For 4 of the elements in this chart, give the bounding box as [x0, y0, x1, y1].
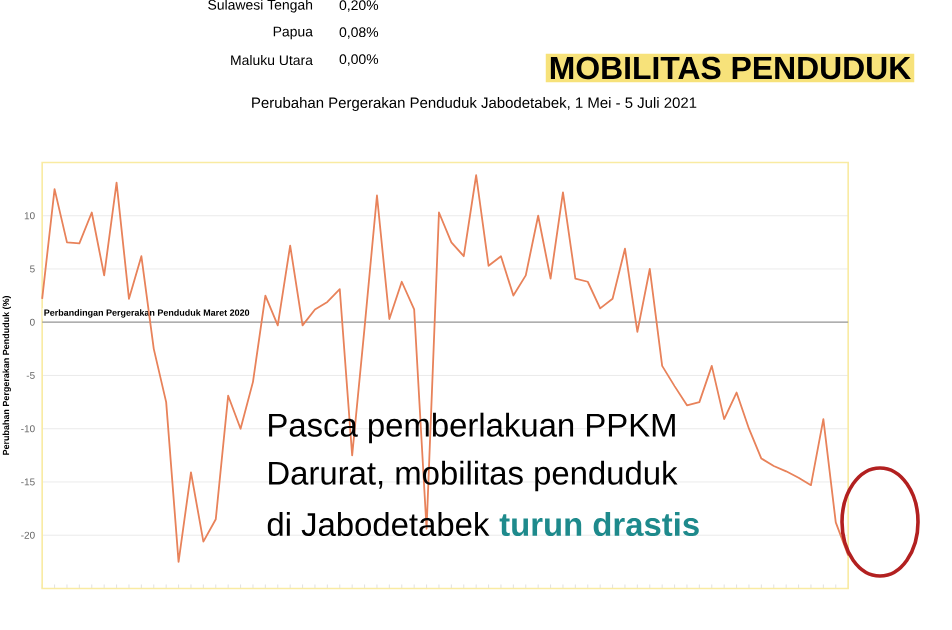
line-series	[41, 174, 850, 563]
annotation: turun drastis	[499, 511, 699, 537]
chart-title: MOBILITAS PENDUDUK	[550, 56, 911, 80]
annotation: di Jabodetabek	[267, 511, 490, 537]
